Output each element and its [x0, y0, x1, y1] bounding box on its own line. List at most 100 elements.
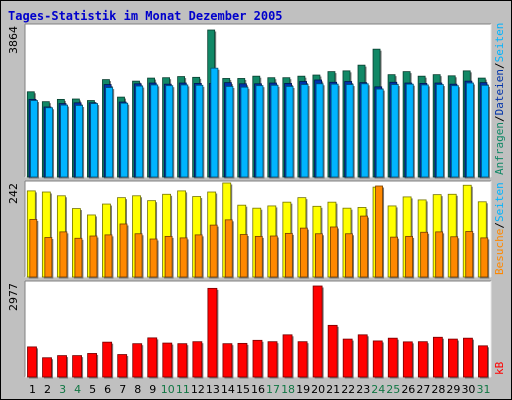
bar-seiten-day-12: [195, 84, 205, 179]
day-label-4: 4: [74, 383, 81, 396]
bar-seiten-day-10: [165, 85, 175, 179]
bar-besuche-day-1: [29, 219, 39, 279]
bar-kb-day-14: [222, 343, 234, 379]
bar-besuche-day-5: [89, 235, 99, 279]
day-label-27: 27: [416, 383, 430, 396]
day-label-29: 29: [446, 383, 460, 396]
bar-besuche-day-19: [299, 227, 309, 279]
bar-kb-day-23: [357, 334, 369, 379]
bar-kb-day-11: [177, 343, 189, 379]
day-label-21: 21: [326, 383, 340, 396]
y-max-label: 242: [7, 183, 20, 204]
legend: Anfragen/Dateien/Seiten: [493, 23, 506, 175]
bar-seiten-day-6: [105, 87, 115, 179]
bar-besuche-day-18: [284, 232, 294, 279]
y-max-label: 3864: [7, 26, 20, 54]
bar-seiten-day-31: [481, 84, 490, 179]
bar-besuche-day-4: [74, 237, 84, 279]
day-label-31: 31: [476, 383, 490, 396]
bar-kb-day-7: [117, 354, 129, 379]
bar-kb-day-1: [27, 346, 38, 379]
bar-besuche-day-24: [375, 185, 385, 279]
day-label-23: 23: [356, 383, 370, 396]
bar-seiten-day-15: [240, 86, 250, 179]
day-axis-labels: 1 2 3 4 5 6 7 8 9 10 11 12 13 14 15 16 17 18 19 20 21 22 23 24 2…: [29, 383, 490, 396]
bar-besuche-day-6: [104, 234, 114, 279]
bar-besuche-day-26: [405, 235, 415, 279]
day-label-10: 10: [161, 383, 175, 396]
bar-kb-day-24: [372, 340, 384, 379]
day-label-19: 19: [296, 383, 310, 396]
bar-seiten-day-20: [315, 83, 325, 179]
bar-seiten-day-30: [466, 82, 475, 179]
day-label-16: 16: [251, 383, 265, 396]
bar-besuche-day-17: [269, 235, 279, 279]
bar-besuche-day-31: [480, 237, 490, 279]
bar-seiten-day-5: [90, 103, 100, 179]
bar-seiten-day-21: [330, 83, 340, 179]
day-label-28: 28: [431, 383, 445, 396]
legend-item-2: Dateien: [493, 69, 506, 115]
legend-item-1: /: [493, 222, 506, 229]
day-label-1: 1: [29, 383, 36, 396]
visits-panel: 242 Besuche/Seiten: [7, 180, 506, 279]
bar-besuche-day-12: [194, 234, 204, 279]
bar-kb-day-4: [72, 355, 84, 379]
legend-item-3: /: [493, 62, 506, 69]
bar-kb-day-19: [297, 341, 309, 379]
day-label-3: 3: [59, 383, 66, 396]
y-max-label: 2977: [7, 283, 20, 311]
bar-kb-day-8: [132, 343, 144, 379]
day-label-2: 2: [44, 383, 51, 396]
bar-seiten-day-8: [135, 85, 145, 179]
bar-besuche-day-29: [450, 236, 460, 279]
bar-seiten-day-11: [180, 84, 190, 179]
bar-seiten-day-23: [360, 83, 370, 179]
bar-kb-day-18: [282, 334, 294, 379]
bar-besuche-day-21: [330, 226, 339, 279]
bar-kb-day-16: [252, 339, 264, 379]
bar-kb-day-12: [192, 341, 204, 379]
day-label-5: 5: [89, 383, 96, 396]
bar-besuche-day-15: [239, 234, 249, 279]
bar-seiten-day-27: [420, 84, 430, 179]
day-label-12: 12: [191, 383, 205, 396]
bar-seiten-day-26: [405, 83, 415, 179]
bar-seiten-day-4: [75, 105, 85, 179]
day-label-7: 7: [119, 383, 126, 396]
legend: Besuche/Seiten: [493, 182, 506, 275]
legend-item-2: Seiten: [493, 182, 506, 222]
bars: [27, 285, 489, 379]
legend-item-1: /: [493, 115, 506, 122]
bar-seiten-day-16: [255, 85, 265, 179]
day-label-14: 14: [221, 383, 235, 396]
bar-besuche-day-28: [435, 231, 445, 279]
requests-panel: 3864 Anfragen/Dateien/Seiten: [7, 23, 506, 179]
bar-seiten-day-22: [345, 84, 355, 179]
day-label-15: 15: [236, 383, 250, 396]
bar-seiten-day-28: [435, 84, 445, 179]
bar-seiten-day-18: [285, 86, 295, 179]
bar-seiten-day-29: [451, 85, 460, 179]
bar-seiten-day-1: [30, 100, 39, 179]
bar-kb-day-9: [147, 337, 159, 379]
day-label-30: 30: [461, 383, 475, 396]
bar-kb-day-25: [387, 337, 399, 379]
bar-seiten-day-2: [45, 107, 55, 179]
bar-kb-day-21: [327, 324, 339, 379]
bar-kb-day-30: [463, 337, 474, 379]
bar-besuche-day-22: [345, 233, 354, 279]
bar-kb-day-28: [432, 336, 444, 379]
day-label-8: 8: [134, 383, 141, 396]
bar-besuche-day-2: [44, 237, 54, 279]
day-label-13: 13: [206, 383, 220, 396]
day-label-25: 25: [386, 383, 400, 396]
legend-item-0: Anfragen: [493, 122, 506, 175]
bar-kb-day-31: [478, 345, 489, 379]
kbytes-panel: 2977 kB: [7, 280, 506, 379]
bar-besuche-day-3: [59, 231, 69, 279]
chart-panels: 3864Anfragen/Dateien/Seiten242Besuche/Se…: [7, 23, 506, 379]
bar-besuche-day-27: [420, 231, 430, 279]
bar-kb-day-26: [402, 341, 414, 379]
